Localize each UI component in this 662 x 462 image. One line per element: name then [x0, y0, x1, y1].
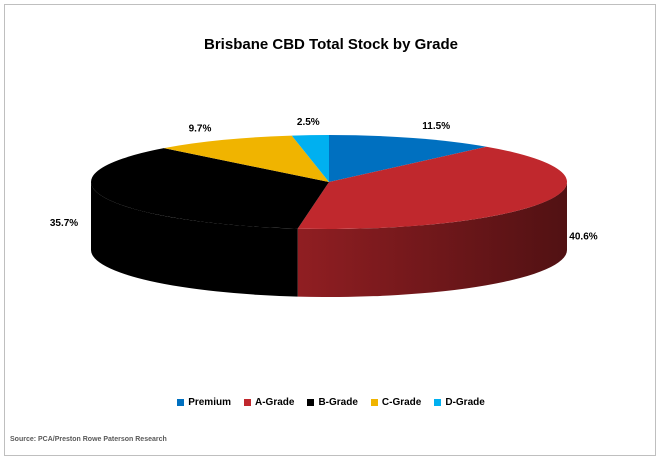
source-note: Source: PCA/Preston Rowe Paterson Resear…: [10, 436, 167, 443]
slice-d-grade[interactable]: [291, 135, 329, 182]
legend-label: D-Grade: [445, 397, 485, 408]
legend-label: B-Grade: [318, 397, 358, 408]
data-label-c-grade: 9.7%: [189, 123, 212, 134]
slice-premium[interactable]: [329, 135, 487, 182]
legend-swatch: [307, 399, 315, 406]
legend-swatch: [370, 399, 378, 406]
data-label-b-grade: 35.7%: [50, 218, 78, 229]
slice-side-b-grade: [91, 182, 298, 297]
legend-label: A-Grade: [254, 397, 295, 408]
legend-swatch: [177, 399, 185, 406]
legend-item-d-grade[interactable]: D-Grade: [434, 397, 485, 408]
legend: Premium A-Grade B-Grade C-Grade D-Grade: [0, 397, 662, 408]
legend-label: C-Grade: [381, 397, 422, 408]
data-label-d-grade: 2.5%: [297, 117, 320, 128]
slice-c-grade[interactable]: [163, 135, 329, 182]
legend-item-b-grade[interactable]: B-Grade: [307, 397, 358, 408]
legend-item-premium[interactable]: Premium: [177, 397, 231, 408]
slice-b-grade[interactable]: [91, 148, 329, 229]
legend-swatch: [243, 399, 251, 406]
legend-label: Premium: [188, 397, 231, 408]
chart-title: Brisbane CBD Total Stock by Grade: [204, 36, 458, 53]
legend-swatch: [434, 399, 442, 406]
slice-a-grade[interactable]: [297, 146, 568, 229]
slice-side-a-grade: [297, 182, 567, 297]
legend-item-a-grade[interactable]: A-Grade: [243, 397, 295, 408]
data-label-a-grade: 40.6%: [569, 232, 597, 243]
legend-item-c-grade[interactable]: C-Grade: [370, 397, 422, 408]
data-label-premium: 11.5%: [422, 121, 450, 132]
